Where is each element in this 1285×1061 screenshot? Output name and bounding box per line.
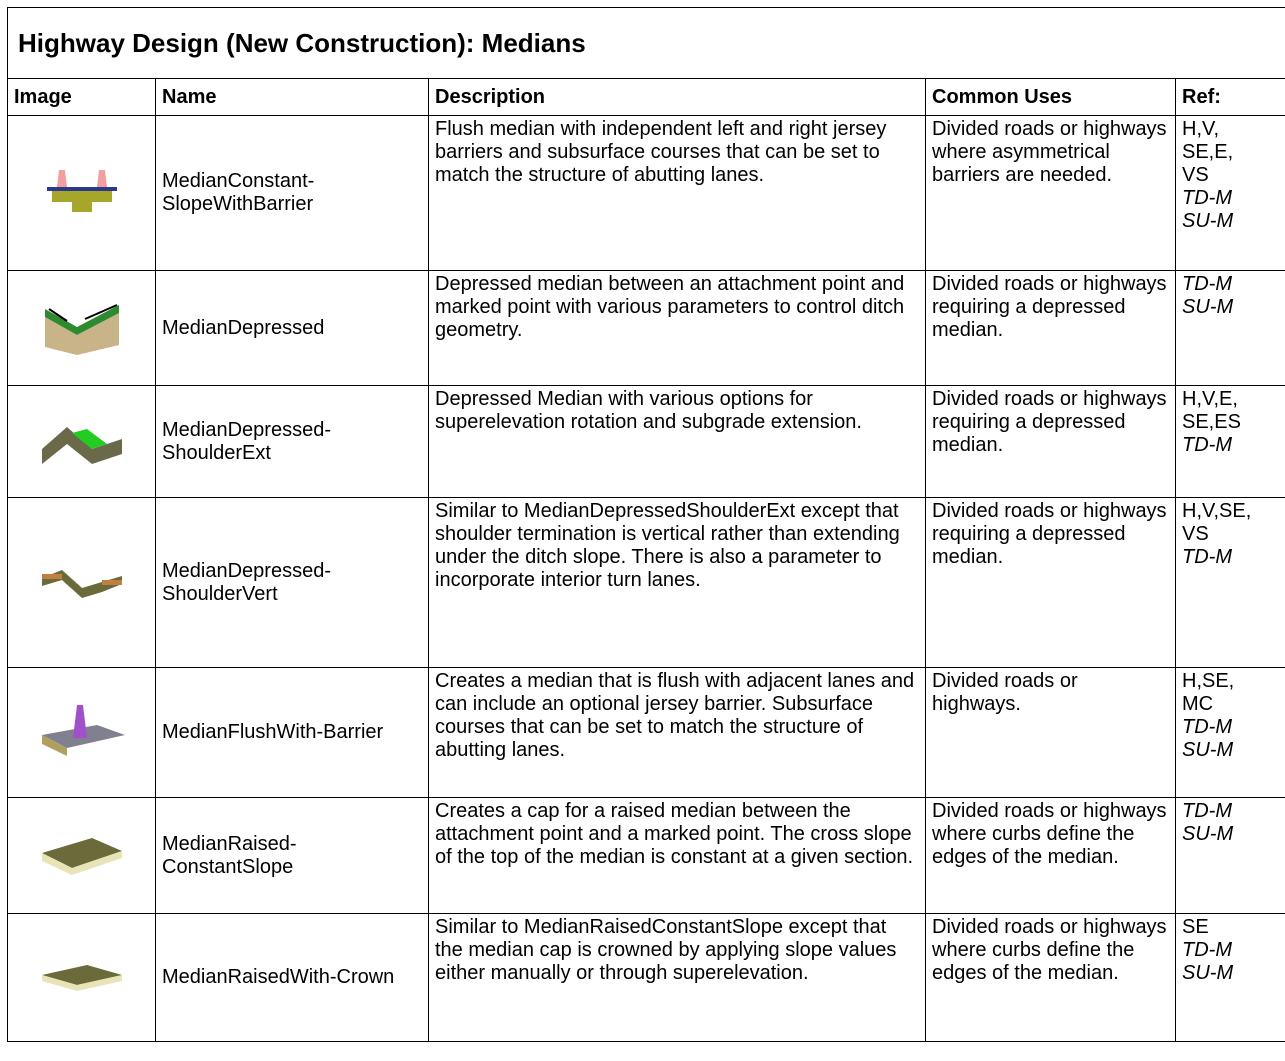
ref-line: H,SE, (1182, 670, 1235, 692)
uses-cell: Divided roads or highways requiring a de… (925, 385, 1176, 498)
uses-cell: Divided roads or highways requiring a de… (925, 270, 1176, 386)
image-cell (7, 497, 156, 668)
uses-cell: Divided roads or highways where curbs de… (925, 797, 1176, 914)
column-header: Ref: (1174, 78, 1285, 116)
table-row: MedianConstant-SlopeWithBarrier Flush med… (7, 115, 1285, 271)
column-header: Common Uses (925, 78, 1176, 116)
ref-line: MC (1182, 693, 1214, 715)
table-wrap: Highway Design (New Construction): Media… (6, 7, 1285, 1042)
ref-line: H,V, (1182, 118, 1220, 140)
table-row: MedianDepressed-ShoulderVert Similar to M… (7, 497, 1285, 668)
ref-line: VS (1182, 523, 1209, 545)
image-cell (7, 667, 156, 798)
table-row: MedianRaisedWith-Crown Similar to MedianR… (7, 913, 1285, 1042)
icon (41, 837, 122, 875)
uses-cell: Divided roads or highways where asymmetr… (925, 115, 1176, 271)
image-cell (7, 913, 156, 1042)
ref-line: SE (1182, 916, 1209, 938)
ref-cell: TD-M SU-M (1174, 270, 1285, 386)
header-row: Image Name Description Common Uses Ref: (7, 78, 1285, 116)
ref-line-italic: TD-M (1182, 273, 1232, 295)
column-header: Name (155, 78, 429, 116)
table-row: MedianRaised-ConstantSlope Creates a cap … (7, 797, 1285, 914)
description-cell: Depressed median between an attachment p… (428, 270, 926, 386)
ref-line-italic: TD-M (1182, 716, 1232, 738)
ref-line-italic: TD-M (1182, 939, 1232, 961)
ref-line: H,V,SE, (1182, 500, 1252, 522)
icon (41, 426, 122, 464)
ref-line-italic: TD-M (1182, 187, 1232, 209)
name-cell: MedianDepressed (155, 270, 429, 386)
uses-cell: Divided roads or highways requiring a de… (925, 497, 1176, 668)
description-cell: Creates a median that is flush with adja… (428, 667, 926, 798)
ref-cell: H,SE, MC TD-M SU-M (1174, 667, 1285, 798)
ref-cell: TD-M SU-M (1174, 797, 1285, 914)
uses-cell: Divided roads or highways where curbs de… (925, 913, 1176, 1042)
ref-cell: H,V,E, SE,ES TD-M (1174, 385, 1285, 498)
icon (41, 704, 125, 756)
description-cell: Creates a cap for a raised median betwee… (428, 797, 926, 914)
ref-line: VS (1182, 164, 1209, 186)
uses-cell: Divided roads or highways. (925, 667, 1176, 798)
column-header: Description (428, 78, 926, 116)
ref-line-italic: TD-M (1182, 546, 1232, 568)
table-title: Highway Design (New Construction): Media… (6, 7, 1285, 79)
ref-line: SE,ES (1182, 411, 1241, 433)
description-cell: Similar to MedianDepressedShoulderExt ex… (428, 497, 926, 668)
ref-line: SE,E, (1182, 141, 1234, 163)
image-cell (7, 385, 156, 498)
ref-line-italic: TD-M (1182, 434, 1232, 456)
name-cell: MedianRaised-ConstantSlope (155, 797, 429, 914)
ref-line-italic: SU-M (1182, 962, 1234, 984)
name-cell: MedianFlushWith-Barrier (155, 667, 429, 798)
table-row: MedianDepressed Depressed median between … (7, 270, 1285, 386)
icon (46, 170, 117, 212)
ref-cell: H,V, SE,E, VS TD-M SU-M (1174, 115, 1285, 271)
name-cell: MedianRaisedWith-Crown (155, 913, 429, 1042)
icon (41, 569, 122, 598)
icon (41, 964, 122, 991)
ref-cell: H,V,SE, VS TD-M (1174, 497, 1285, 668)
ref-line-italic: TD-M (1182, 800, 1232, 822)
medians-table: Highway Design (New Construction): Media… (6, 7, 1285, 1042)
column-header: Image (7, 78, 156, 116)
image-cell (7, 270, 156, 386)
table-row: MedianDepressed-ShoulderExt Depressed Med… (7, 385, 1285, 498)
name-cell: MedianDepressed-ShoulderExt (155, 385, 429, 498)
ref-line-italic: SU-M (1182, 210, 1234, 232)
description-cell: Similar to MedianRaisedConstantSlope exc… (428, 913, 926, 1042)
image-cell (7, 115, 156, 271)
icon (44, 304, 119, 355)
ref-line-italic: SU-M (1182, 823, 1234, 845)
ref-line: H,V,E, (1182, 388, 1238, 410)
ref-cell: SE TD-M SU-M (1174, 913, 1285, 1042)
description-cell: Flush median with independent left and r… (428, 115, 926, 271)
ref-line-italic: SU-M (1182, 296, 1234, 318)
description-cell: Depressed Median with various options fo… (428, 385, 926, 498)
image-cell (7, 797, 156, 914)
ref-line-italic: SU-M (1182, 739, 1234, 761)
table-row: MedianFlushWith-Barrier Creates a median … (7, 667, 1285, 798)
name-cell: MedianDepressed-ShoulderVert (155, 497, 429, 668)
name-cell: MedianConstant-SlopeWithBarrier (155, 115, 429, 271)
